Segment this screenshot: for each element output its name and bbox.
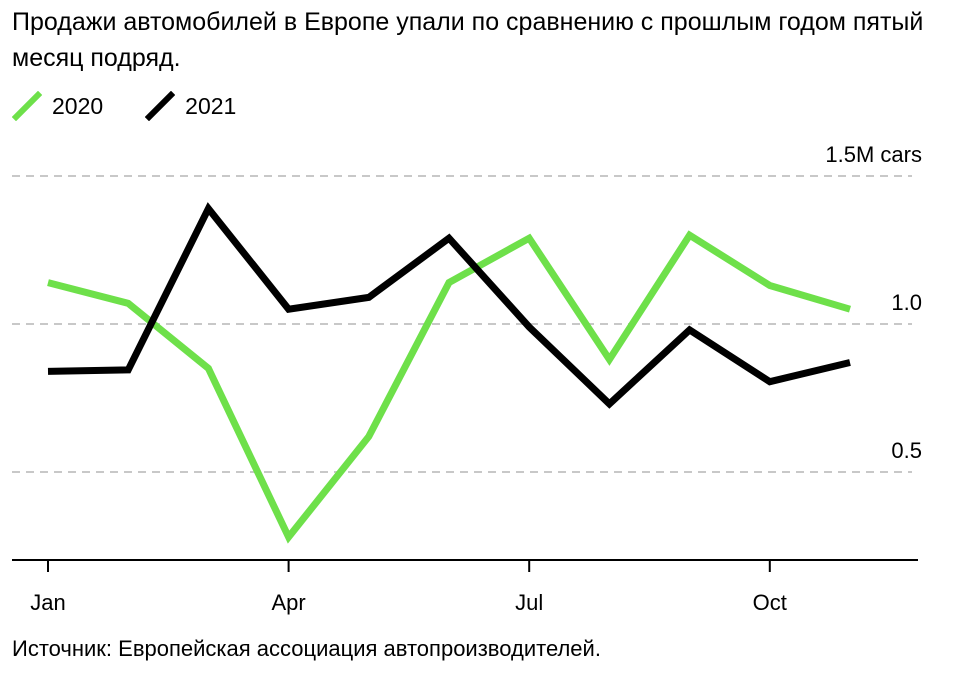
x-tick-label: Apr	[271, 590, 305, 615]
chart-title: Продажи автомобилей в Европе упали по ср…	[12, 8, 924, 72]
legend-item-2020: 2020	[12, 91, 103, 121]
legend-swatch-2020-icon	[12, 91, 42, 121]
y-tick-label: 1.5M cars	[825, 142, 922, 167]
series-line-2021	[47, 202, 851, 409]
y-tick-label: 0.5	[891, 438, 922, 463]
x-tick-label: Jan	[30, 590, 65, 615]
x-tick-label: Jul	[515, 590, 543, 615]
x-axis: Jan Apr Jul Oct	[12, 559, 918, 615]
chart-legend: 2020 2021	[12, 88, 278, 124]
legend-label-2021: 2021	[185, 92, 237, 119]
legend-item-2021: 2021	[145, 91, 236, 121]
grid-lines	[12, 175, 912, 473]
legend-label-2020: 2020	[52, 92, 104, 119]
source-note: Источник: Европейская ассоциация автопро…	[12, 636, 601, 661]
y-tick-label: 1.0	[891, 290, 922, 315]
x-tick-label: Oct	[753, 590, 787, 615]
line-chart: 1.5M cars 1.0 0.5 Jan Apr Jul Oct	[12, 142, 922, 615]
series-lines	[47, 202, 851, 544]
series-line-2020	[47, 230, 851, 544]
legend-swatch-2021-icon	[145, 91, 176, 121]
y-tick-labels: 1.5M cars 1.0 0.5	[825, 142, 922, 463]
